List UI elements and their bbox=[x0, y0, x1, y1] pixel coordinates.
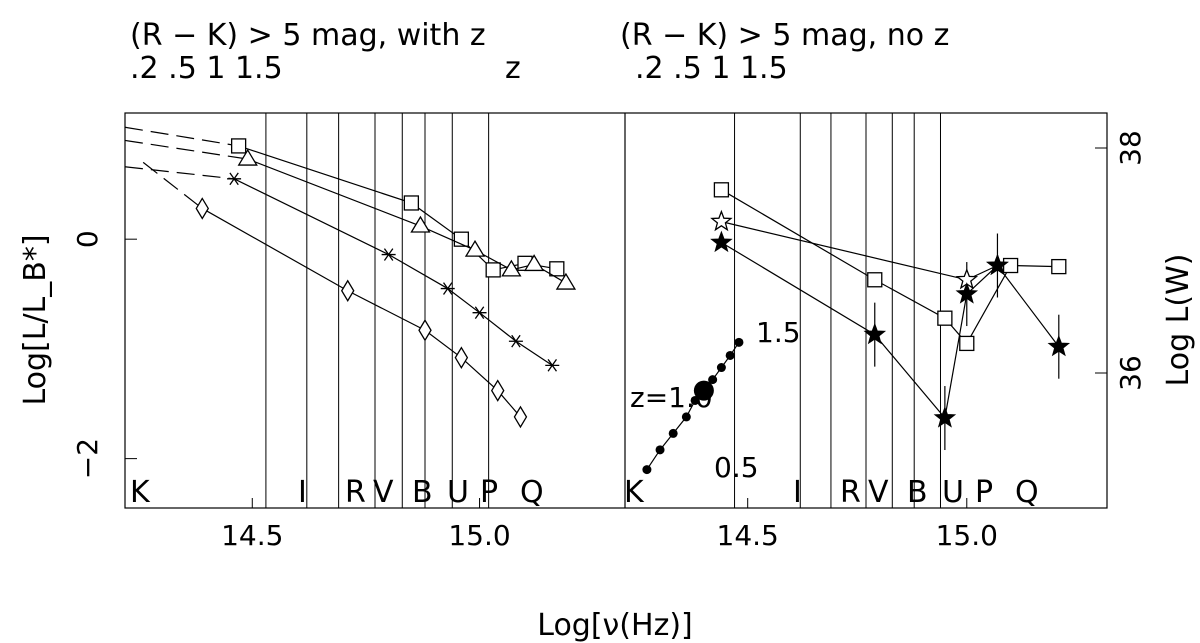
redshift-scale-right: .2 .5 1 1.5 bbox=[635, 51, 788, 86]
x-tick-label: 14.5 bbox=[221, 519, 283, 552]
redshift-track-point bbox=[716, 363, 726, 373]
plot-frame bbox=[124, 112, 1108, 509]
marker-triangle bbox=[237, 148, 258, 166]
band-label-p: P bbox=[480, 475, 498, 510]
band-label-b: B bbox=[907, 475, 928, 510]
band-label-p: P bbox=[975, 475, 993, 510]
y-tick-label-right: 38 bbox=[1114, 130, 1147, 166]
y-tick-label-right: 36 bbox=[1114, 355, 1147, 391]
title-right: (R − K) > 5 mag, no z bbox=[620, 18, 949, 53]
marker-filled-star bbox=[933, 406, 957, 428]
band-label-u: U bbox=[942, 475, 964, 510]
marker-triangle bbox=[501, 259, 522, 277]
marker-diamond bbox=[195, 197, 210, 220]
marker-square bbox=[1051, 258, 1067, 275]
redshift-track-point bbox=[655, 445, 665, 455]
plot-area: K I R V B U P Q K I R V B U P Q14.5 15.0 14.5 15.00−238361… bbox=[71, 112, 1147, 552]
x-tick-label: 15.0 bbox=[448, 519, 510, 552]
marker-filled-star bbox=[710, 230, 733, 253]
marker-asterisk bbox=[227, 172, 242, 186]
redshift-track-point bbox=[681, 412, 691, 422]
marker-triangle bbox=[555, 272, 577, 290]
marker-asterisk bbox=[508, 334, 523, 348]
marker-diamond bbox=[513, 405, 528, 429]
y-tick-label-left: −2 bbox=[71, 438, 104, 479]
dashed-extrapolation bbox=[124, 166, 235, 180]
marker-square bbox=[485, 262, 501, 278]
marker-square bbox=[403, 195, 420, 211]
marker-asterisk bbox=[381, 248, 396, 261]
redshift-label-low: 0.5 bbox=[714, 451, 759, 484]
marker-triangle bbox=[410, 215, 431, 233]
band-label-r: R bbox=[840, 475, 861, 510]
redshift-track-point bbox=[668, 428, 678, 438]
band-label-i: I bbox=[793, 475, 802, 510]
marker-triangle bbox=[464, 239, 486, 257]
y-tick-label-left: 0 bbox=[71, 230, 104, 248]
marker-filled-star bbox=[986, 253, 1009, 276]
redshift-label-mid: z=1.0 bbox=[630, 381, 713, 414]
title-left: (R − K) > 5 mag, with z bbox=[130, 18, 486, 53]
marker-square bbox=[549, 261, 565, 277]
redshift-track-point bbox=[708, 375, 718, 385]
band-label-b: B bbox=[412, 475, 433, 510]
marker-asterisk bbox=[545, 359, 560, 372]
marker-asterisk bbox=[472, 306, 487, 320]
band-label-v: V bbox=[868, 475, 889, 510]
right-series-square-line bbox=[721, 189, 1059, 345]
x-axis-title: Log[ν(Hz)] bbox=[537, 608, 692, 643]
marker-square bbox=[1002, 257, 1019, 274]
marker-diamond bbox=[418, 318, 432, 342]
redshift-track-point bbox=[642, 465, 652, 475]
band-label-r: R bbox=[345, 475, 366, 510]
marker-asterisk bbox=[440, 282, 455, 295]
band-label-k: K bbox=[130, 475, 151, 510]
dashed-extrapolation bbox=[142, 161, 203, 209]
marker-filled-star bbox=[863, 322, 887, 345]
dashed-extrapolation bbox=[124, 139, 248, 160]
band-label-q: Q bbox=[520, 475, 544, 510]
marker-diamond bbox=[340, 279, 355, 303]
y-axis-title-left: Log[L/L_B*] bbox=[18, 234, 53, 405]
redshift-track-point bbox=[734, 337, 744, 347]
left-series-asterisk-line bbox=[233, 178, 553, 366]
right-series-filled-star-line bbox=[721, 241, 1060, 420]
marker-square bbox=[713, 182, 730, 198]
marker-square bbox=[230, 138, 247, 154]
marker-filled-star bbox=[1047, 334, 1071, 357]
y-axis-title-right: Log L(W) bbox=[1161, 254, 1196, 387]
redshift-label-high: 1.5 bbox=[756, 316, 801, 349]
x-tick-label: 14.5 bbox=[717, 519, 779, 552]
marker-square bbox=[959, 335, 975, 352]
redshift-scale-label: z bbox=[505, 51, 521, 86]
left-series-square-line bbox=[238, 145, 557, 271]
marker-diamond bbox=[454, 346, 469, 369]
band-label-u: U bbox=[447, 475, 469, 510]
band-label-v: V bbox=[373, 475, 394, 510]
marker-square bbox=[867, 272, 883, 288]
x-tick-label: 15.0 bbox=[936, 519, 998, 552]
redshift-track-point bbox=[725, 350, 735, 360]
redshift-track-point bbox=[693, 380, 714, 401]
marker-diamond bbox=[490, 379, 505, 402]
redshift-scale-left: .2 .5 1 1.5 bbox=[130, 51, 283, 86]
band-label-q: Q bbox=[1015, 475, 1039, 510]
marker-filled-star bbox=[955, 282, 979, 304]
marker-triangle bbox=[523, 254, 545, 272]
redshift-track-point bbox=[690, 395, 700, 405]
dashed-extrapolation bbox=[124, 126, 239, 147]
marker-square bbox=[937, 310, 953, 326]
band-label-i: I bbox=[298, 475, 307, 510]
marker-open-star bbox=[710, 209, 733, 232]
band-label-k: K bbox=[624, 475, 645, 510]
